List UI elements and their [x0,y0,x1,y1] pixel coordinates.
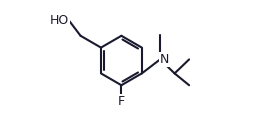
Text: F: F [118,95,125,108]
Text: HO: HO [49,14,69,27]
Text: N: N [160,53,170,66]
